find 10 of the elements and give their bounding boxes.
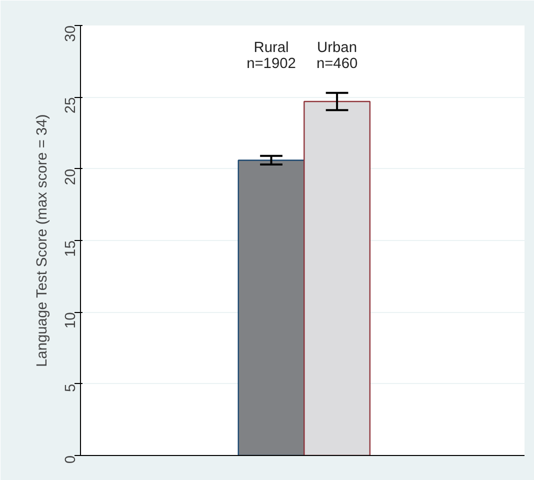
y-tick-label: 0: [63, 455, 79, 464]
x-tick-label: Rural n=1902: [246, 40, 296, 72]
x-tick-label: Urban n=460: [316, 40, 358, 72]
y-tick-label: 10: [63, 312, 79, 328]
y-tick-label: 25: [63, 97, 79, 114]
y-tick-label: 5: [63, 384, 79, 392]
y-tick-label: 15: [63, 240, 79, 257]
y-tick-label: 20: [63, 168, 79, 186]
y-axis-title: Language Test Score (max score = 34): [34, 114, 50, 367]
y-tick-label: 30: [63, 25, 79, 42]
